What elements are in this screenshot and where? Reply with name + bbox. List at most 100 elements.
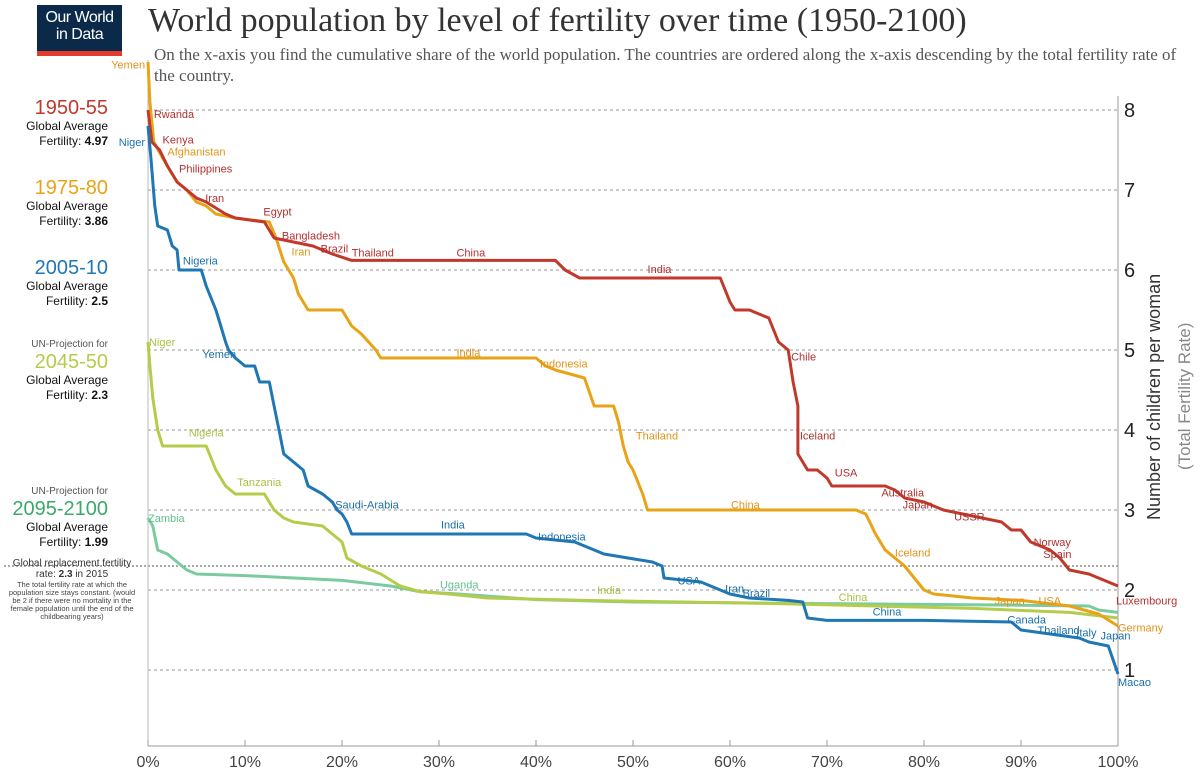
country-label: Luxembourg (1116, 595, 1177, 607)
chart-title: World population by level of fertility o… (148, 2, 967, 39)
period-value-label: Fertility: (39, 214, 82, 228)
country-label: USA (835, 467, 858, 479)
country-label: Bangladesh (282, 231, 340, 243)
country-label: China (873, 607, 903, 619)
period-value: 3.86 (84, 214, 108, 228)
country-label: Thailand (1037, 625, 1079, 637)
country-label: USA (1038, 595, 1061, 607)
country-label: China (456, 247, 486, 259)
replacement-label: Global replacement fertility (12, 558, 132, 569)
period-value: 2.3 (91, 388, 108, 402)
y-axis-label: Number of children per woman (1144, 274, 1164, 520)
country-label: India (648, 264, 673, 276)
replacement-rate-row: rate: 2.3 in 2015 (4, 569, 140, 580)
x-tick-label: 40% (520, 754, 552, 768)
period-desc: Global Average (26, 199, 108, 213)
country-label: Chile (791, 351, 816, 363)
x-tick-label: 90% (1005, 754, 1037, 768)
country-label: Tanzania (237, 477, 282, 489)
country-label: USSR (954, 511, 985, 523)
country-label: Egypt (263, 207, 291, 219)
replacement-rate-prefix: rate: (35, 569, 56, 580)
period-pre: UN-Projection for (31, 339, 108, 350)
country-label: Indonesia (538, 531, 587, 543)
owid-logo: Our World in Data (37, 5, 122, 56)
legend-period-2005: 2005-10 Global Average Fertility: 2.5 (26, 257, 108, 309)
x-axis-ticks: 0% 10% 20% 30% 40% 50% 60% 70% 80% 90% 100% (136, 740, 1138, 768)
y-tick-label: 3 (1124, 500, 1135, 522)
period-value-label: Fertility: (45, 294, 88, 308)
legend-period-2045: UN-Projection for 2045-50 Global Average… (26, 339, 108, 403)
country-label: Japan (903, 499, 933, 511)
period-value: 4.97 (84, 134, 108, 148)
y-tick-label: 1 (1124, 660, 1135, 682)
country-label: Brazil (743, 588, 771, 600)
country-label: Nigeria (189, 427, 225, 439)
x-tick-label: 70% (811, 754, 843, 768)
period-value-row: Fertility: 3.86 (26, 214, 108, 229)
country-labels: Yemen Rwanda Kenya Niger Afghanistan Philippi… (111, 59, 1177, 689)
period-desc: Global Average (26, 279, 108, 293)
period-label: 1975-80 (34, 177, 108, 199)
y-tick-label: 6 (1124, 260, 1135, 282)
country-label: Macao (1118, 677, 1151, 689)
x-tick-label: 20% (326, 754, 358, 768)
country-label: Canada (1007, 615, 1046, 627)
x-tick-label: 50% (617, 754, 649, 768)
period-value-row: Fertility: 4.97 (26, 134, 108, 149)
replacement-fertility-note: Global replacement fertility rate: 2.3 i… (4, 558, 140, 621)
period-label: 1950-55 (34, 97, 108, 119)
y-tick-label: 7 (1124, 180, 1135, 202)
country-label: Indonesia (540, 359, 589, 371)
x-tick-label: 0% (136, 754, 159, 768)
country-label: Uganda (440, 579, 479, 591)
replacement-explanation: The total fertility rate at which the po… (8, 580, 136, 621)
y-tick-label: 8 (1124, 100, 1135, 122)
series-line-2005-10 (146, 125, 1120, 675)
country-label: USA (678, 575, 701, 587)
legend-period-2095: UN-Projection for 2095-2100 Global Avera… (12, 486, 108, 550)
period-value: 1.99 (84, 535, 108, 549)
x-tick-label: 100% (1098, 754, 1139, 768)
country-label: China (731, 499, 761, 511)
period-value-label: Fertility: (39, 535, 82, 549)
country-label: Norway (1034, 537, 1072, 549)
y-tick-label: 4 (1124, 420, 1135, 442)
series-line-1950-55 (146, 109, 1119, 588)
country-label: Niger (149, 337, 176, 349)
country-label: Spain (1043, 549, 1071, 561)
period-value-label: Fertility: (45, 388, 88, 402)
y-tick-label: 5 (1124, 340, 1135, 362)
country-label: Germany (1118, 623, 1164, 635)
country-label: India (456, 347, 481, 359)
period-value: 2.5 (91, 294, 108, 308)
country-label: Japan (1101, 631, 1131, 643)
x-tick-label: 80% (908, 754, 940, 768)
period-value-label: Fertility: (39, 134, 82, 148)
country-label: Iran (292, 247, 311, 259)
country-label: Kenya (163, 135, 195, 147)
country-label: India (441, 519, 466, 531)
country-label: Yemen (111, 59, 145, 71)
logo-line-2: in Data (55, 26, 104, 43)
country-label: Saudi-Arabia (335, 499, 399, 511)
country-label: Brazil (321, 243, 349, 255)
period-label: 2045-50 (34, 351, 108, 373)
period-desc: Global Average (26, 373, 108, 387)
country-label: Yemen (202, 349, 236, 361)
series-line-1975-80 (146, 61, 1119, 628)
country-label: India (597, 585, 622, 597)
series-lines (146, 61, 1120, 675)
legend-period-1975: 1975-80 Global Average Fertility: 3.86 (26, 177, 108, 229)
country-label: Thailand (352, 247, 394, 259)
country-label: Rwanda (154, 109, 195, 121)
country-label: Afghanistan (167, 147, 225, 159)
country-label: Nigeria (183, 255, 219, 267)
series-line-2045-50 (146, 341, 1119, 620)
country-label: Iran (205, 193, 224, 205)
chart-subtitle: On the x-axis you find the cumulative sh… (154, 45, 1177, 85)
logo-line-1: Our World (45, 9, 114, 26)
country-label: Iceland (895, 547, 930, 559)
legend-period-1950: 1950-55 Global Average Fertility: 4.97 (26, 97, 108, 149)
